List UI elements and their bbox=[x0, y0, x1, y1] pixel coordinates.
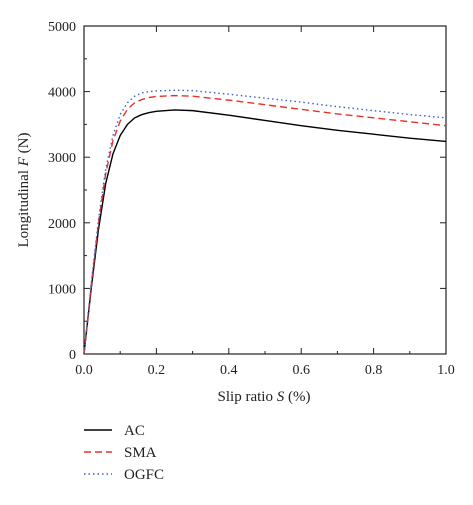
x-tick-label: 1.0 bbox=[437, 363, 455, 378]
axis-ticks bbox=[83, 25, 447, 355]
y-tick-label: 4000 bbox=[48, 86, 76, 101]
x-tick-label: 0.0 bbox=[75, 363, 93, 378]
series-line-ac bbox=[83, 109, 447, 355]
y-tick-label: 3000 bbox=[48, 151, 76, 166]
y-tick-label: 5000 bbox=[48, 20, 76, 35]
legend-label-ac: AC bbox=[124, 423, 145, 439]
x-tick-label: 0.6 bbox=[292, 363, 310, 378]
legend-label-sma: SMA bbox=[124, 445, 157, 461]
x-tick-label: 0.8 bbox=[365, 363, 383, 378]
series-line-ogfc bbox=[83, 89, 447, 355]
series-lines bbox=[83, 89, 447, 355]
plot-frame bbox=[83, 25, 447, 355]
plot-border bbox=[83, 25, 447, 355]
tick-labels: 0.0 0.2 0.4 0.6 0.8 1.0 0 1000 2000 3000 4000 5000 bbox=[48, 20, 455, 378]
x-tick-label: 0.2 bbox=[148, 363, 166, 378]
legend: AC SMA OGFC bbox=[84, 423, 164, 483]
series-line-sma bbox=[83, 94, 447, 355]
y-tick-label: 0 bbox=[69, 348, 76, 363]
x-tick-label: 0.4 bbox=[220, 363, 238, 378]
y-tick-label: 2000 bbox=[48, 217, 76, 232]
y-axis-title: Longitudinal F (N) bbox=[16, 133, 32, 248]
legend-label-ogfc: OGFC bbox=[124, 467, 164, 483]
x-axis-title: Slip ratio S (%) bbox=[218, 389, 311, 405]
y-tick-label: 1000 bbox=[48, 282, 76, 297]
